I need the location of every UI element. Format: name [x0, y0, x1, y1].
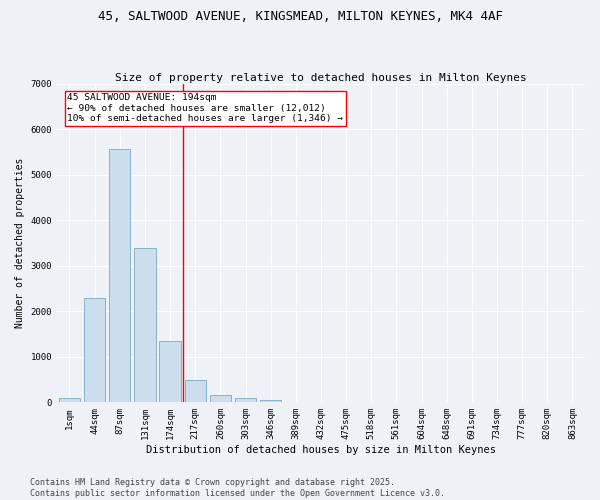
Bar — [260, 400, 281, 402]
Bar — [235, 398, 256, 402]
Title: Size of property relative to detached houses in Milton Keynes: Size of property relative to detached ho… — [115, 73, 527, 83]
Bar — [84, 298, 106, 403]
Text: 45 SALTWOOD AVENUE: 194sqm
← 90% of detached houses are smaller (12,012)
10% of : 45 SALTWOOD AVENUE: 194sqm ← 90% of deta… — [67, 94, 343, 123]
Bar — [209, 394, 231, 402]
Bar — [134, 248, 155, 402]
Bar — [185, 380, 206, 402]
X-axis label: Distribution of detached houses by size in Milton Keynes: Distribution of detached houses by size … — [146, 445, 496, 455]
Text: Contains HM Land Registry data © Crown copyright and database right 2025.
Contai: Contains HM Land Registry data © Crown c… — [30, 478, 445, 498]
Bar — [160, 342, 181, 402]
Bar — [109, 150, 130, 402]
Text: 45, SALTWOOD AVENUE, KINGSMEAD, MILTON KEYNES, MK4 4AF: 45, SALTWOOD AVENUE, KINGSMEAD, MILTON K… — [97, 10, 503, 23]
Bar — [59, 398, 80, 402]
Y-axis label: Number of detached properties: Number of detached properties — [15, 158, 25, 328]
